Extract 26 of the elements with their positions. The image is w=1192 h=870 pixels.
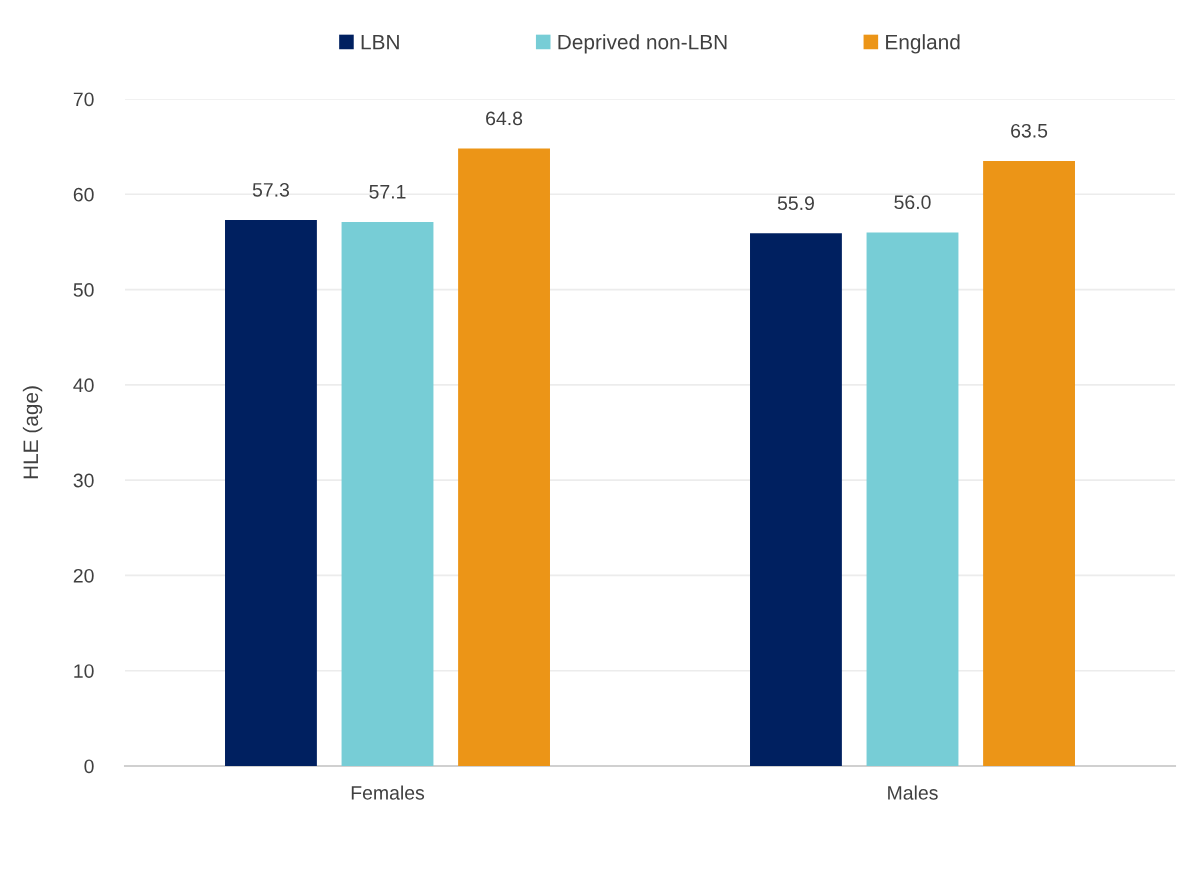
bar (750, 233, 842, 766)
bar (458, 148, 550, 766)
legend-label: LBN (361, 34, 399, 50)
data-label: 56.0 (894, 195, 931, 210)
bar (983, 160, 1075, 766)
legend-label: Deprived non-LBN (558, 34, 727, 54)
y-tick-label: 0 (84, 759, 94, 774)
x-tick-label: Males (888, 785, 938, 800)
y-tick-label: 30 (73, 473, 94, 488)
data-label: 64.8 (486, 111, 523, 126)
bar (866, 232, 959, 766)
data-label: 63.5 (1011, 123, 1048, 138)
y-tick-label: 10 (74, 664, 94, 678)
data-label: 57.1 (369, 185, 406, 199)
y-tick-label: 70 (73, 92, 94, 107)
y-tick-label: 40 (73, 378, 94, 393)
x-tick-label: Females (351, 785, 425, 800)
y-axis-title: HLE (age) (22, 386, 43, 479)
y-tick-label: 20 (73, 568, 94, 583)
bar (225, 220, 317, 766)
legend-label: England (886, 34, 960, 54)
y-tick-label: 60 (73, 187, 94, 202)
y-tick-label: 50 (73, 283, 94, 297)
bar (341, 221, 434, 766)
data-label: 57.3 (252, 182, 290, 197)
data-label: 55.9 (777, 196, 814, 211)
